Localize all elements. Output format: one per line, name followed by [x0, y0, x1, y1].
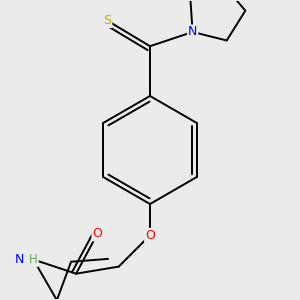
Text: O: O — [92, 227, 102, 240]
Text: N: N — [188, 26, 197, 38]
Text: H: H — [29, 253, 38, 266]
Text: O: O — [145, 229, 155, 242]
Text: N: N — [14, 253, 24, 266]
Text: S: S — [103, 14, 111, 27]
